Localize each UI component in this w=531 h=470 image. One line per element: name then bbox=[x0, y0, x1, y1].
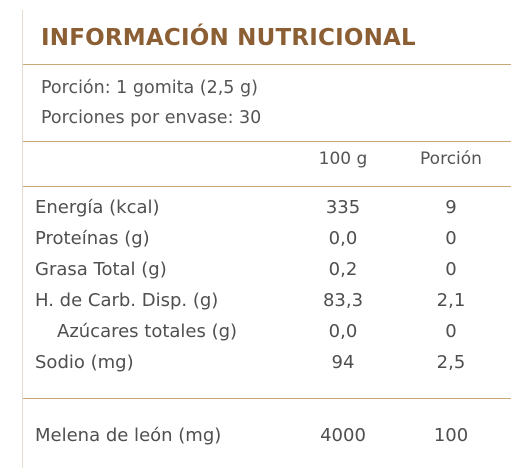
nutrient-value-100g: 4000 bbox=[320, 425, 366, 446]
nutrient-value-portion: 0 bbox=[445, 228, 457, 249]
nutrient-label: Azúcares totales (g) bbox=[57, 321, 238, 342]
nutrient-label: Energía (kcal) bbox=[35, 197, 160, 218]
nutrient-row-total-sugars: Azúcares totales (g) 0,0 0 bbox=[23, 321, 511, 349]
nutrient-value-portion: 0 bbox=[445, 321, 457, 342]
nutrient-value-100g: 94 bbox=[331, 352, 355, 373]
nutrient-value-100g: 0,0 bbox=[328, 228, 358, 249]
nutrient-row-protein: Proteínas (g) 0,0 0 bbox=[23, 228, 511, 256]
nutrient-value-portion: 0 bbox=[445, 259, 457, 280]
nutrient-row-lions-mane: Melena de león (mg) 4000 100 bbox=[23, 425, 511, 453]
nutrient-label: Proteínas (g) bbox=[35, 228, 150, 249]
nutrient-label: Melena de león (mg) bbox=[35, 425, 222, 446]
nutrient-value-portion: 2,1 bbox=[436, 290, 466, 311]
divider bbox=[23, 64, 511, 65]
nutrient-row-energy: Energía (kcal) 335 9 bbox=[23, 197, 511, 225]
nutrient-row-sodium: Sodio (mg) 94 2,5 bbox=[23, 352, 511, 380]
nutrient-row-carbohydrates: H. de Carb. Disp. (g) 83,3 2,1 bbox=[23, 290, 511, 318]
serving-size: Porción: 1 gomita (2,5 g) bbox=[41, 78, 258, 98]
nutrition-facts-panel: INFORMACIÓN NUTRICIONAL Porción: 1 gomit… bbox=[22, 10, 511, 468]
divider bbox=[23, 398, 511, 399]
servings-per-container: Porciones por envase: 30 bbox=[41, 108, 262, 128]
column-header-portion: Porción bbox=[420, 149, 482, 169]
nutrient-value-100g: 0,0 bbox=[328, 321, 358, 342]
nutrient-value-portion: 100 bbox=[433, 425, 469, 446]
nutrient-label: Grasa Total (g) bbox=[35, 259, 167, 280]
nutrient-row-total-fat: Grasa Total (g) 0,2 0 bbox=[23, 259, 511, 287]
divider bbox=[23, 186, 511, 187]
nutrient-value-portion: 9 bbox=[445, 197, 457, 218]
nutrient-value-100g: 83,3 bbox=[322, 290, 364, 311]
nutrient-label: H. de Carb. Disp. (g) bbox=[35, 290, 219, 311]
nutrient-value-100g: 335 bbox=[325, 197, 361, 218]
nutrient-value-100g: 0,2 bbox=[328, 259, 358, 280]
nutrition-title: INFORMACIÓN NUTRICIONAL bbox=[41, 25, 416, 51]
divider bbox=[23, 141, 511, 142]
nutrient-value-portion: 2,5 bbox=[436, 352, 466, 373]
nutrient-label: Sodio (mg) bbox=[35, 352, 134, 373]
column-header-100g: 100 g bbox=[318, 149, 368, 169]
